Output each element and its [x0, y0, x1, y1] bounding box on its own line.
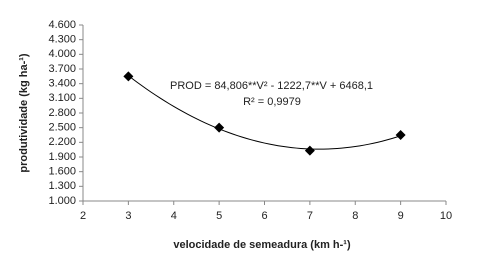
- x-tick-label: 5: [216, 210, 222, 222]
- y-tick-label: 1.300: [48, 180, 76, 192]
- point: [123, 71, 134, 82]
- point: [395, 130, 406, 140]
- x-tick-label: 9: [398, 210, 404, 222]
- point: [304, 145, 315, 156]
- x-tick-label: 7: [307, 210, 313, 222]
- y-tick-label: 2.200: [48, 136, 76, 148]
- y-tick-label: 1.000: [48, 195, 76, 207]
- x-axis-title: velocidade de semeadura (km h-¹): [173, 239, 351, 251]
- trendline: [128, 75, 401, 150]
- x-tick-label: 6: [261, 210, 267, 222]
- x-tick-label: 3: [125, 210, 131, 222]
- y-tick-label: 4.000: [48, 48, 76, 60]
- y-tick-label: 3.100: [48, 92, 76, 104]
- y-tick-label: 3.700: [48, 63, 76, 75]
- y-tick-label: 4.600: [48, 19, 76, 31]
- y-tick-label: 1.600: [48, 166, 76, 178]
- r-squared: R² = 0,9979: [243, 96, 301, 108]
- y-axis-title: produtividade (kg ha-¹): [18, 53, 30, 173]
- y-tick-label: 1.900: [48, 151, 76, 163]
- x-tick-label: 8: [352, 210, 358, 222]
- x-tick-label: 10: [440, 210, 452, 222]
- y-tick-label: 3.400: [48, 78, 76, 90]
- y-tick-label: 4.300: [48, 34, 76, 46]
- y-tick-label: 2.500: [48, 122, 76, 134]
- x-tick-label: 4: [171, 210, 177, 222]
- y-tick-label: 2.800: [48, 107, 76, 119]
- equation: PROD = 84,806**V² - 1222,7**V + 6468,1: [170, 80, 373, 92]
- point: [214, 122, 225, 133]
- x-tick-label: 2: [80, 210, 86, 222]
